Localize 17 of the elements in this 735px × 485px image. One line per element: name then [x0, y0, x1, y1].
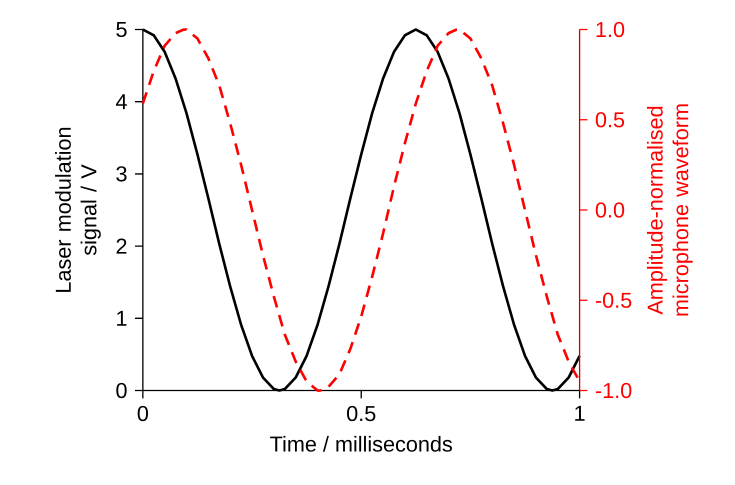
- y-tick-label: 1: [117, 310, 126, 326]
- y-tick-label: 4: [116, 94, 127, 110]
- x-tick-label: 0: [138, 406, 148, 422]
- y2-tick-label: 0.0: [596, 202, 624, 218]
- x-tick-label: 0.5: [347, 406, 376, 422]
- y2-tick-label: 1.0: [596, 22, 624, 38]
- y2-tick-label: -0.5: [596, 292, 632, 308]
- y-tick-label: 5: [116, 22, 127, 38]
- x-tick-label: 1: [575, 406, 585, 421]
- y2-tick-label: 0.5: [596, 112, 624, 128]
- y2-axis-title: Amplitude-normalised microphone waveform: [646, 104, 693, 316]
- y-axis-title: Laser modulation signal / V: [55, 128, 101, 292]
- x-axis-title: Time / milliseconds: [270, 436, 452, 452]
- y2-tick-label: -1.0: [596, 382, 632, 398]
- y-tick-label: 2: [116, 238, 126, 254]
- y-tick-label: 0: [116, 382, 127, 398]
- y-tick-label: 3: [116, 166, 127, 182]
